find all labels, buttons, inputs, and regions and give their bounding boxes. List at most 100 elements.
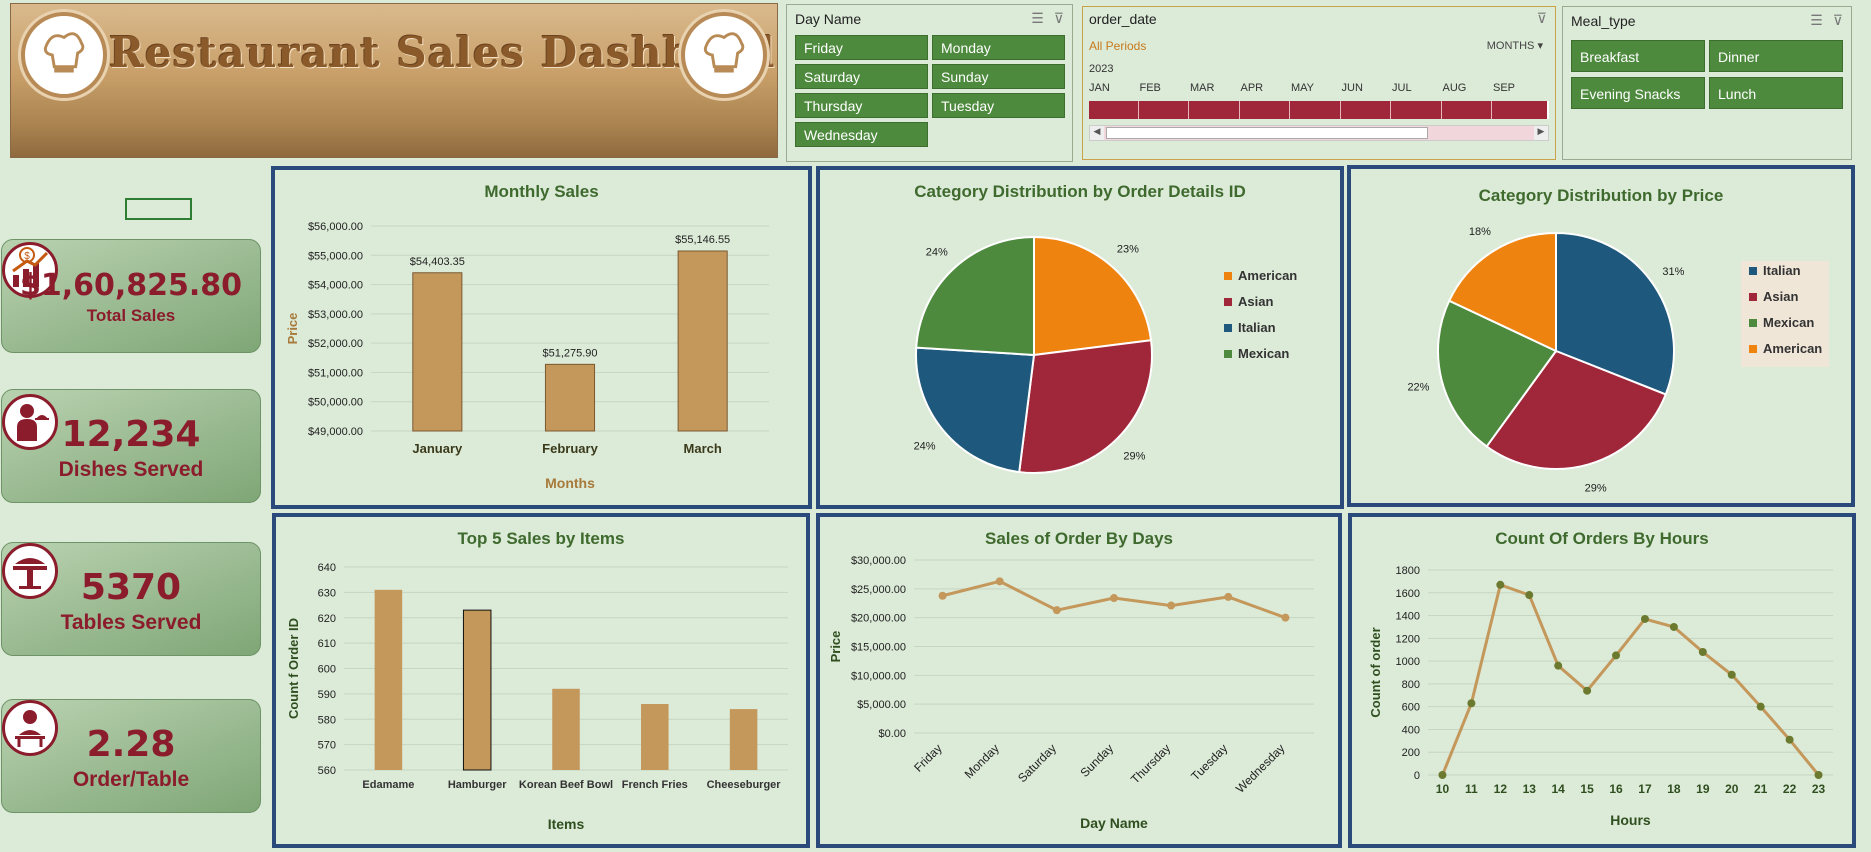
y-tick-label: $25,000.00: [851, 584, 906, 596]
orders-by-hours-chart: Count Of Orders By Hours 0 200 400 600 800 100…: [1368, 529, 1833, 828]
legend-swatch: [1749, 319, 1757, 327]
y-tick-label: 590: [318, 689, 336, 701]
y-tick-label: 600: [1402, 702, 1420, 714]
x-tick-label: March: [684, 441, 722, 456]
timeline-month-label[interactable]: JUN: [1341, 82, 1363, 94]
timeline-month-label[interactable]: MAR: [1190, 82, 1215, 94]
timeline-months: JAN FEB MAR APR MAY JUN JUL AUG SEP: [1089, 82, 1547, 96]
timeline-bar[interactable]: [1089, 101, 1549, 119]
bar: [729, 709, 758, 770]
data-point: [1110, 594, 1118, 603]
slicer-item-sunday[interactable]: Sunday: [932, 64, 1065, 89]
timeline-month-label[interactable]: MAY: [1291, 82, 1315, 94]
legend-entry: Mexican: [1238, 346, 1289, 361]
y-tick-label: 1200: [1396, 633, 1420, 645]
x-tick-label: Wednesday: [1233, 741, 1288, 796]
pie-slice: [1033, 235, 1153, 357]
monthly-sales-panel: Monthly Sales $49,000.00 $50,000.00 $51,000…: [271, 166, 812, 509]
slicer-item-breakfast[interactable]: Breakfast: [1571, 40, 1705, 72]
sales-by-days-chart: Sales of Order By Days $0.00 $5,000.00 $10,…: [828, 529, 1314, 831]
legend-swatch: [1749, 345, 1757, 353]
y-axis-label: Price: [828, 631, 843, 663]
chart-title: Category Distribution by Price: [1479, 186, 1724, 205]
pie-slice: [1485, 349, 1668, 470]
clear-filter-icon[interactable]: ⊽: [1832, 12, 1843, 28]
day-name-slicer: Day Name ☰ ⊽ Friday Monday Saturday Sunda…: [786, 4, 1073, 162]
timeline-month-label[interactable]: FEB: [1139, 82, 1161, 94]
slicer-item-monday[interactable]: Monday: [932, 35, 1065, 60]
x-tick-label: 21: [1754, 782, 1768, 796]
bar: [677, 250, 728, 432]
legend-entry: American: [1763, 341, 1822, 356]
data-point: [1583, 686, 1592, 695]
series-line: [1441, 582, 1820, 776]
data-point: [1281, 613, 1290, 622]
y-axis-label: Count of order: [1368, 627, 1383, 717]
legend-entry: Mexican: [1763, 315, 1814, 330]
kpi-value: 12,234: [61, 414, 201, 455]
slicer-item-friday[interactable]: Friday: [795, 35, 928, 60]
kpi-order-per-table: 2.28 Order/Table: [1, 699, 261, 813]
kpi-value: 2.28: [86, 724, 176, 765]
bar: [374, 589, 403, 770]
legend-swatch: [1224, 298, 1232, 306]
meal-type-slicer: Meal_type ☰ ⊽ Breakfast Dinner Evening Sn…: [1562, 6, 1852, 160]
data-point: [1727, 670, 1736, 679]
bar: [544, 363, 596, 432]
kpi-total-sales: $ $1,60,825.80 Total Sales: [1, 239, 261, 353]
data-label: 31%: [1662, 266, 1684, 278]
chart-title: Top 5 Sales by Items: [458, 529, 625, 548]
x-tick-label: 18: [1667, 782, 1681, 796]
slicer-header: Meal_type: [1571, 13, 1636, 29]
category-order-chart: Category Distribution by Order Details I…: [914, 182, 1297, 474]
slicer-item-wednesday[interactable]: Wednesday: [795, 122, 928, 147]
kpi-dishes-served: 12,234 Dishes Served: [1, 389, 261, 503]
timeline-month-label[interactable]: JAN: [1089, 82, 1110, 94]
legend-swatch: [1224, 324, 1232, 332]
timeline-scrollbar[interactable]: ◀ ▶: [1089, 125, 1549, 141]
slicer-item-evening-snacks[interactable]: Evening Snacks: [1571, 77, 1705, 109]
chart-title: Count Of Orders By Hours: [1495, 529, 1708, 548]
data-point: [1438, 771, 1447, 779]
clear-filter-icon[interactable]: ⊽: [1053, 10, 1064, 26]
scroll-left-icon[interactable]: ◀: [1090, 126, 1104, 140]
data-label: 22%: [1407, 381, 1429, 393]
timeline-month-label[interactable]: SEP: [1493, 82, 1516, 94]
timeline-unit-dropdown[interactable]: MONTHS ▾: [1486, 40, 1543, 52]
multi-select-icon[interactable]: ☰: [1810, 12, 1823, 28]
x-axis-label: Items: [548, 816, 585, 832]
data-label: $55,146.55: [675, 234, 730, 246]
data-point: [1669, 622, 1678, 631]
y-tick-label: 1400: [1396, 611, 1420, 623]
slicer-item-thursday[interactable]: Thursday: [795, 93, 928, 118]
legend-swatch: [1224, 350, 1232, 358]
pie-slice: [1555, 231, 1675, 396]
clear-filter-icon[interactable]: ⊽: [1536, 10, 1547, 26]
multi-select-icon[interactable]: ☰: [1031, 10, 1044, 26]
pie-slice: [915, 346, 1036, 474]
slicer-item-lunch[interactable]: Lunch: [1709, 77, 1843, 109]
x-tick-label: Tuesday: [1188, 741, 1230, 783]
x-tick-label: 15: [1580, 782, 1594, 796]
x-tick-label: 11: [1465, 782, 1478, 796]
x-tick-label: Korean Beef Bowl: [519, 779, 613, 791]
y-tick-label: 630: [318, 587, 336, 599]
slicer-item-tuesday[interactable]: Tuesday: [932, 93, 1065, 118]
data-point: [1814, 771, 1823, 779]
slicer-item-saturday[interactable]: Saturday: [795, 64, 928, 89]
y-tick-label: $51,000.00: [308, 367, 363, 379]
orders-by-hours-panel: Count Of Orders By Hours 0 200 400 600 800 100…: [1348, 513, 1856, 848]
waiter-icon: [2, 394, 58, 450]
dashboard-title: Restaurant Sales Dashbord: [109, 28, 776, 77]
x-tick-label: Hamburger: [448, 779, 507, 791]
timeline-month-label[interactable]: AUG: [1442, 82, 1467, 94]
data-label: $51,275.90: [542, 347, 597, 359]
y-tick-label: 600: [318, 664, 336, 676]
selected-cell[interactable]: [125, 198, 192, 220]
slicer-item-dinner[interactable]: Dinner: [1709, 40, 1843, 72]
timeline-month-label[interactable]: APR: [1240, 82, 1264, 94]
y-tick-label: $56,000.00: [308, 221, 363, 233]
scrollbar-thumb[interactable]: [1106, 127, 1428, 139]
scroll-right-icon[interactable]: ▶: [1534, 126, 1548, 140]
timeline-month-label[interactable]: JUL: [1392, 82, 1412, 94]
